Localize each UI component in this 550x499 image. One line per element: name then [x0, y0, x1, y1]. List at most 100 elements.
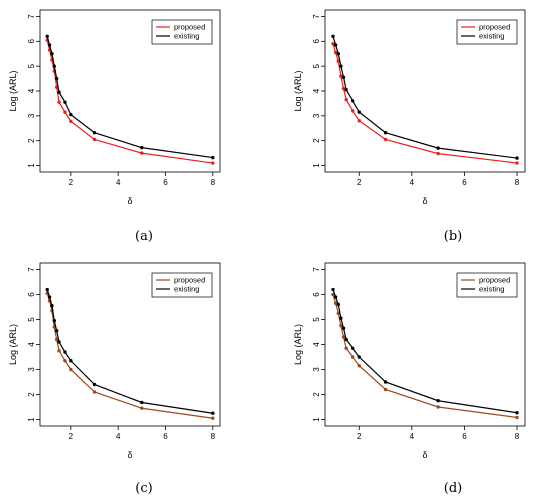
x-axis-title: δ	[422, 450, 427, 460]
data-point-existing	[45, 287, 49, 292]
data-point-existing	[515, 156, 519, 160]
data-point-proposed	[339, 324, 343, 328]
y-tick-label: 1	[27, 417, 36, 422]
x-axis-title: δ	[127, 450, 132, 460]
legend-label-proposed: proposed	[174, 276, 205, 285]
data-point-existing	[436, 146, 440, 150]
data-point-existing	[52, 319, 56, 323]
series-proposed	[331, 292, 519, 420]
series-proposed	[45, 38, 215, 165]
data-point-existing	[357, 110, 361, 114]
data-point-existing	[50, 304, 54, 308]
data-point-existing	[341, 75, 346, 80]
data-point-existing	[54, 329, 59, 333]
y-axis-title: Log (ARL)	[293, 324, 303, 365]
data-point-proposed	[92, 137, 97, 142]
x-tick-label: 8	[515, 178, 520, 187]
data-point-proposed	[351, 355, 355, 359]
y-tick-label: 4	[27, 88, 36, 93]
data-point-proposed	[336, 311, 340, 315]
data-point-existing	[47, 295, 52, 299]
series-line-existing	[332, 289, 518, 414]
data-point-existing	[140, 145, 144, 150]
series-existing	[331, 34, 519, 160]
data-point-proposed	[69, 367, 73, 372]
data-point-existing	[69, 112, 73, 117]
data-point-proposed	[63, 359, 67, 363]
x-tick-label: 2	[357, 432, 362, 441]
data-point-proposed	[69, 119, 73, 124]
y-tick-label: 5	[312, 63, 321, 68]
data-point-proposed	[383, 387, 388, 392]
y-tick-label: 7	[312, 14, 321, 19]
data-point-proposed	[57, 100, 61, 104]
y-axis-title: Log (ARL)	[8, 70, 18, 111]
y-tick-label: 7	[27, 267, 36, 272]
y-tick-label: 1	[27, 163, 36, 168]
x-tick-label: 2	[69, 178, 74, 187]
x-tick-label: 2	[69, 432, 74, 441]
y-tick-label: 1	[312, 163, 321, 168]
data-point-proposed	[211, 416, 215, 420]
data-point-proposed	[92, 390, 97, 394]
legend-label-proposed: proposed	[479, 23, 510, 32]
legend-label-proposed: proposed	[479, 276, 510, 285]
data-point-existing	[383, 131, 388, 135]
data-point-proposed	[341, 335, 346, 339]
data-point-existing	[69, 359, 73, 363]
data-point-existing	[515, 411, 519, 415]
data-point-proposed	[140, 406, 144, 410]
data-point-proposed	[333, 301, 338, 305]
data-point-existing	[333, 295, 338, 299]
y-tick-label: 5	[27, 63, 36, 68]
data-point-existing	[344, 88, 348, 92]
legend-box	[456, 19, 518, 45]
data-point-proposed	[339, 74, 343, 78]
data-point-proposed	[357, 364, 361, 368]
panel-label: (b)	[444, 229, 462, 244]
series-line-proposed	[332, 43, 518, 164]
y-tick-label: 3	[312, 113, 321, 118]
data-point-proposed	[436, 405, 440, 409]
x-tick-label: 6	[163, 178, 168, 187]
data-point-proposed	[344, 346, 348, 350]
y-tick-label: 5	[27, 317, 36, 322]
y-axis-title: Log (ARL)	[293, 70, 303, 111]
data-point-proposed	[211, 161, 215, 165]
data-point-existing	[140, 400, 144, 405]
data-point-existing	[331, 287, 335, 292]
data-point-existing	[339, 316, 343, 320]
legend-label-existing: existing	[479, 32, 504, 41]
data-point-existing	[54, 76, 59, 81]
y-tick-label: 2	[312, 392, 321, 397]
data-point-existing	[336, 52, 340, 56]
data-point-existing	[50, 52, 54, 56]
data-point-proposed	[331, 42, 335, 46]
data-point-proposed	[140, 151, 144, 155]
data-point-existing	[47, 43, 52, 47]
data-point-proposed	[357, 119, 361, 123]
y-tick-label: 6	[27, 39, 36, 44]
y-tick-label: 6	[27, 292, 36, 297]
series-existing	[45, 287, 215, 415]
y-tick-label: 5	[312, 317, 321, 322]
data-point-existing	[357, 355, 361, 359]
data-point-proposed	[63, 110, 67, 114]
data-point-existing	[341, 326, 346, 330]
x-tick-label: 4	[116, 178, 121, 187]
series-line-existing	[46, 289, 213, 414]
y-tick-label: 4	[312, 342, 321, 347]
y-tick-label: 1	[312, 417, 321, 422]
data-point-proposed	[515, 161, 519, 165]
data-point-proposed	[436, 151, 440, 156]
legend-label-existing: existing	[174, 32, 199, 41]
y-tick-label: 2	[27, 138, 36, 143]
data-point-existing	[57, 340, 61, 344]
legend-box	[151, 19, 213, 45]
data-point-existing	[45, 34, 49, 39]
series-proposed	[45, 291, 215, 420]
